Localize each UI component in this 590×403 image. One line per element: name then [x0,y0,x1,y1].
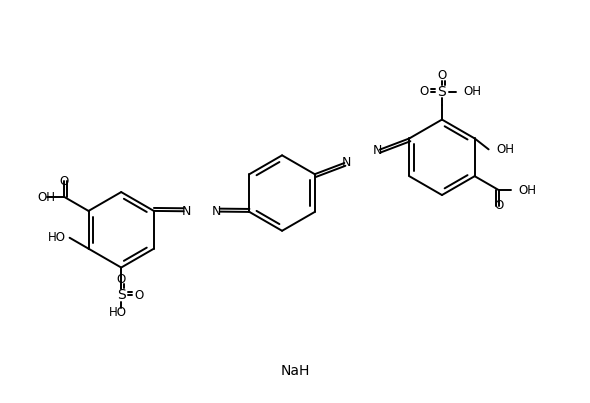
Text: O: O [60,174,69,188]
Text: O: O [419,85,429,98]
Text: OH: OH [497,143,514,156]
Text: NaH: NaH [280,364,310,378]
Text: HO: HO [109,306,127,319]
Text: S: S [117,289,126,302]
Text: O: O [117,273,126,286]
Text: OH: OH [38,191,55,204]
Text: N: N [212,205,222,218]
Text: HO: HO [48,231,65,244]
Text: O: O [135,289,144,302]
Text: OH: OH [519,184,537,197]
Text: OH: OH [464,85,482,98]
Text: N: N [372,144,382,157]
Text: N: N [342,156,352,168]
Text: N: N [182,205,191,218]
Text: S: S [438,85,447,99]
Text: O: O [494,199,503,212]
Text: O: O [437,69,447,82]
